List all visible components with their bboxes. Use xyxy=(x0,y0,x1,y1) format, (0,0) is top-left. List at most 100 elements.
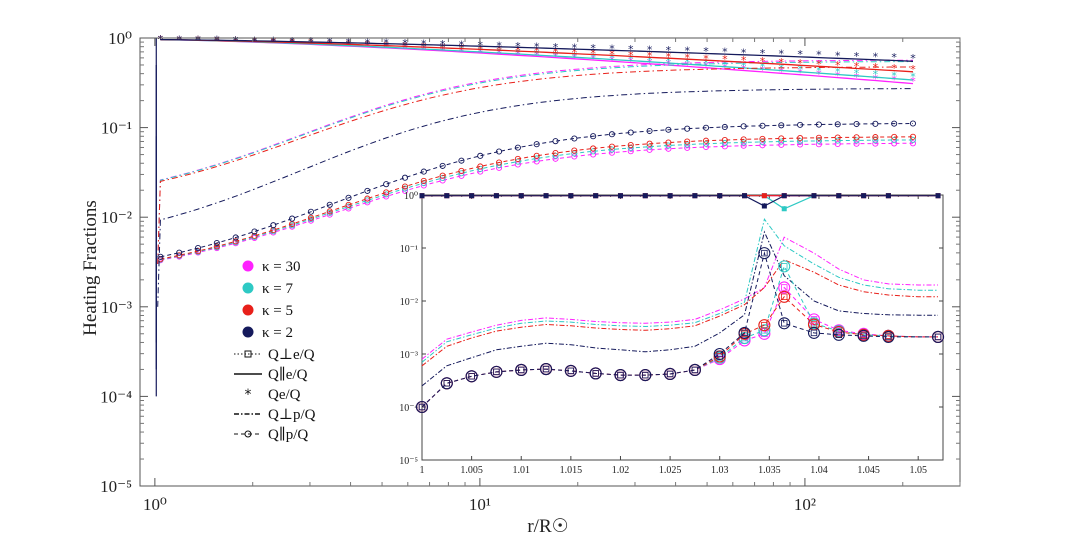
inset-qe-line xyxy=(422,195,938,207)
qpar-e-line xyxy=(160,38,914,81)
qe-star-marker: * xyxy=(647,43,653,56)
legend-kappa-label: κ = 7 xyxy=(262,281,294,297)
qpar-p-marker xyxy=(289,215,296,222)
qpar-p-marker xyxy=(270,222,277,229)
qpar-p-marker xyxy=(345,201,352,208)
qpar-p-marker xyxy=(759,135,766,142)
qe-star-marker: * xyxy=(910,52,916,65)
qe-star-marker: * xyxy=(459,38,465,51)
inset-x-tick-label: 1.005 xyxy=(460,465,483,476)
qpar-p-marker xyxy=(909,120,917,127)
inset-qpar-p-marker xyxy=(738,326,751,339)
qpar-p-marker xyxy=(646,146,653,153)
qpar-p-marker xyxy=(251,228,258,235)
inset-qe-marker xyxy=(568,193,574,199)
qpar-p-marker xyxy=(608,149,615,156)
qpar-p-marker xyxy=(834,134,841,141)
qpar-p-marker xyxy=(590,151,597,158)
y-tick-label: 10⁻⁴ xyxy=(100,387,132,406)
qpar-p-marker xyxy=(533,141,540,148)
inset-qe-marker xyxy=(692,193,698,199)
qe-star-marker: * xyxy=(402,41,408,54)
inset-qe-marker xyxy=(667,193,673,199)
qe-star-marker: * xyxy=(628,49,634,62)
qe-star-marker: * xyxy=(779,65,785,78)
qe-star-marker: * xyxy=(722,61,728,74)
qperp-p-line xyxy=(157,59,913,265)
qpar-p-marker xyxy=(646,127,653,135)
qpar-p-marker xyxy=(232,234,239,241)
qe-star-marker: * xyxy=(760,47,766,60)
inset-x-tick-label: 1.01 xyxy=(512,465,530,476)
qpar-p-marker xyxy=(326,211,333,218)
inset-qperp-e-marker xyxy=(860,332,867,340)
inset-qe-marker xyxy=(717,193,723,199)
qe-star-marker: * xyxy=(214,34,220,47)
qe-star-marker: * xyxy=(421,40,427,53)
qe-star-marker: * xyxy=(741,54,747,67)
qpar-e-line xyxy=(160,38,914,73)
legend-circle-marker xyxy=(244,430,252,438)
inset-qperp-e-marker xyxy=(781,263,788,270)
y-tick-label: 10⁻² xyxy=(101,208,132,227)
qe-star-marker: * xyxy=(572,50,578,63)
inset-x-tick-label: 1.02 xyxy=(612,465,630,476)
qpar-p-marker xyxy=(439,172,446,179)
qe-star-marker: * xyxy=(779,47,785,60)
inset-qe-marker xyxy=(493,193,499,199)
qe-star-marker: * xyxy=(590,47,596,60)
legend-kappa-label: κ = 5 xyxy=(262,303,293,319)
qe-star-marker: * xyxy=(873,51,879,64)
legend-kappa-marker xyxy=(242,282,254,294)
qpar-p-marker xyxy=(909,140,917,147)
qe-star-marker: * xyxy=(346,36,352,49)
qe-star-marker: * xyxy=(402,37,408,50)
inset-qpar-p-marker xyxy=(465,370,478,383)
qpar-p-marker xyxy=(533,152,540,159)
qe-star-marker: * xyxy=(477,42,483,55)
qe-star-marker: * xyxy=(289,35,295,48)
qe-star-marker: * xyxy=(628,53,634,66)
qe-star-marker: * xyxy=(609,52,615,65)
qpar-p-marker xyxy=(627,142,634,149)
qe-star-marker: * xyxy=(609,48,615,61)
inset-y-tick-label: 10⁰ xyxy=(404,191,418,202)
qe-star-marker: * xyxy=(797,48,803,61)
qpar-p-marker xyxy=(834,137,841,144)
inset-qperp-e-marker xyxy=(691,366,699,374)
inset-star-marker: * xyxy=(782,205,787,216)
qe-star-marker: * xyxy=(854,50,860,63)
qe-star-marker: * xyxy=(158,33,164,46)
inset-qperp-e-marker xyxy=(666,370,674,378)
qpar-p-marker xyxy=(608,146,615,153)
inset-x-tick-label: 1.035 xyxy=(758,465,781,476)
qe-star-marker: * xyxy=(496,39,502,52)
inset-qpar-p-marker xyxy=(758,247,771,260)
qe-star-marker: * xyxy=(703,57,709,70)
qpar-p-line xyxy=(160,136,914,260)
qpar-p-marker xyxy=(477,163,484,170)
inset-qpar-p-marker xyxy=(713,347,726,361)
qe-star-marker: * xyxy=(233,34,239,47)
qe-star-marker: * xyxy=(383,39,389,52)
qpar-p-marker xyxy=(627,148,634,155)
qpar-p-marker xyxy=(909,133,917,140)
qe-star-marker: * xyxy=(421,42,427,55)
main-series-group: * * * * * * * * * * * * * * * * * * * * * * * * * * * * * * * * * * * * * * * *… xyxy=(155,33,917,397)
qe-star-marker: * xyxy=(572,46,578,59)
qe-star-marker: * xyxy=(308,37,314,50)
qe-star-marker: * xyxy=(797,57,803,70)
qpar-p-marker xyxy=(345,194,352,201)
qe-star-marker: * xyxy=(760,64,766,77)
qe-star-marker: * xyxy=(327,37,333,50)
qe-star-marker: * xyxy=(609,42,615,55)
main-axes: 10⁰ 10⁻¹ 10⁻² 10⁻³ 10⁻⁴ 10⁻⁵ 10⁰ 10¹ 10² xyxy=(100,29,961,514)
inset-qe-marker xyxy=(469,193,475,199)
qe-star-marker: * xyxy=(477,45,483,58)
qe-star-marker: * xyxy=(459,42,465,55)
qperp-p-line xyxy=(157,61,913,265)
inset-plot: 1 1.005 1.01 1.015 1.02 1.025 1.03 1.035 1.04 1.0… xyxy=(399,191,945,476)
qe-star-marker: * xyxy=(553,45,559,58)
legend-kappa-marker xyxy=(242,326,254,338)
inset-x-tick-label: 1.015 xyxy=(560,465,583,476)
